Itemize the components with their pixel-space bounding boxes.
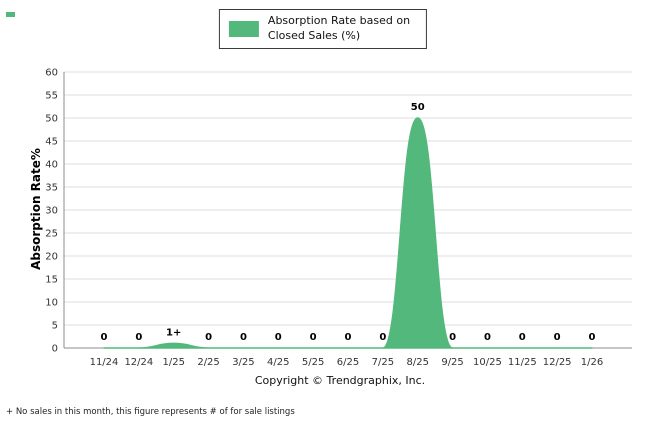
y-tick-label: 45 [45,137,58,148]
data-label: 0 [379,332,386,343]
x-tick-label: 4/25 [267,357,289,368]
x-tick-label: 5/25 [302,357,324,368]
x-tick-label: 2/25 [197,357,219,368]
data-label: 0 [589,332,596,343]
y-tick-label: 55 [45,91,58,102]
data-label: 0 [310,332,317,343]
area-series [103,117,593,349]
corner-mark [6,12,15,17]
y-tick-label: 25 [45,229,58,240]
y-tick-label: 5 [52,321,58,332]
data-label: 1+ [166,327,181,338]
x-tick-label: 1/26 [581,357,603,368]
data-label: 0 [345,332,352,343]
footnote-text: + No sales in this month, this figure re… [6,407,295,417]
y-tick-label: 35 [45,183,58,194]
legend-swatch [228,20,259,37]
x-tick-label: 9/25 [441,357,463,368]
data-label: 50 [411,102,425,113]
y-tick-label: 15 [45,275,58,286]
x-tick-label: 11/25 [508,357,537,368]
copyright-text: Copyright © Trendgraphix, Inc. [254,374,426,387]
y-tick-label: 60 [45,68,58,79]
data-label: 0 [240,332,247,343]
data-label: 0 [449,332,456,343]
absorption-rate-area-chart: 0 5 10 15 20 25 30 35 40 45 50 55 60 0 0 1+ 0 0 0 0 0 0 50 0 0 0 0… [45,68,632,368]
x-tick-label: 8/25 [406,357,428,368]
x-tick-label: 6/25 [337,357,359,368]
data-label: 0 [205,332,212,343]
data-label: 0 [101,332,108,343]
data-label: 0 [135,332,142,343]
x-tick-label: 1/25 [162,357,184,368]
legend-label-line1: Absorption Rate based on [267,14,411,27]
data-label: 0 [519,332,526,343]
y-tick-label: 30 [45,206,58,217]
legend-label-line2: Closed Sales (%) [267,28,361,42]
x-tick-label: 12/25 [543,357,572,368]
data-label: 0 [484,332,491,343]
y-tick-label: 0 [52,344,58,355]
data-label: 0 [554,332,561,343]
x-tick-label: 11/24 [90,357,119,368]
data-label: 0 [275,332,282,343]
legend-label: Absorption Rate based on Closed Sales (%… [268,14,410,44]
x-tick-label: 3/25 [232,357,254,368]
x-tick-label: 12/24 [124,357,153,368]
y-tick-label: 10 [45,298,58,309]
x-tick-label: 7/25 [372,357,394,368]
y-tick-label: 50 [45,114,58,125]
x-tick-label: 10/25 [473,357,502,368]
y-tick-label: 20 [45,252,58,263]
chart-legend: Absorption Rate based on Closed Sales (%… [218,9,428,49]
y-tick-label: 40 [45,160,58,171]
